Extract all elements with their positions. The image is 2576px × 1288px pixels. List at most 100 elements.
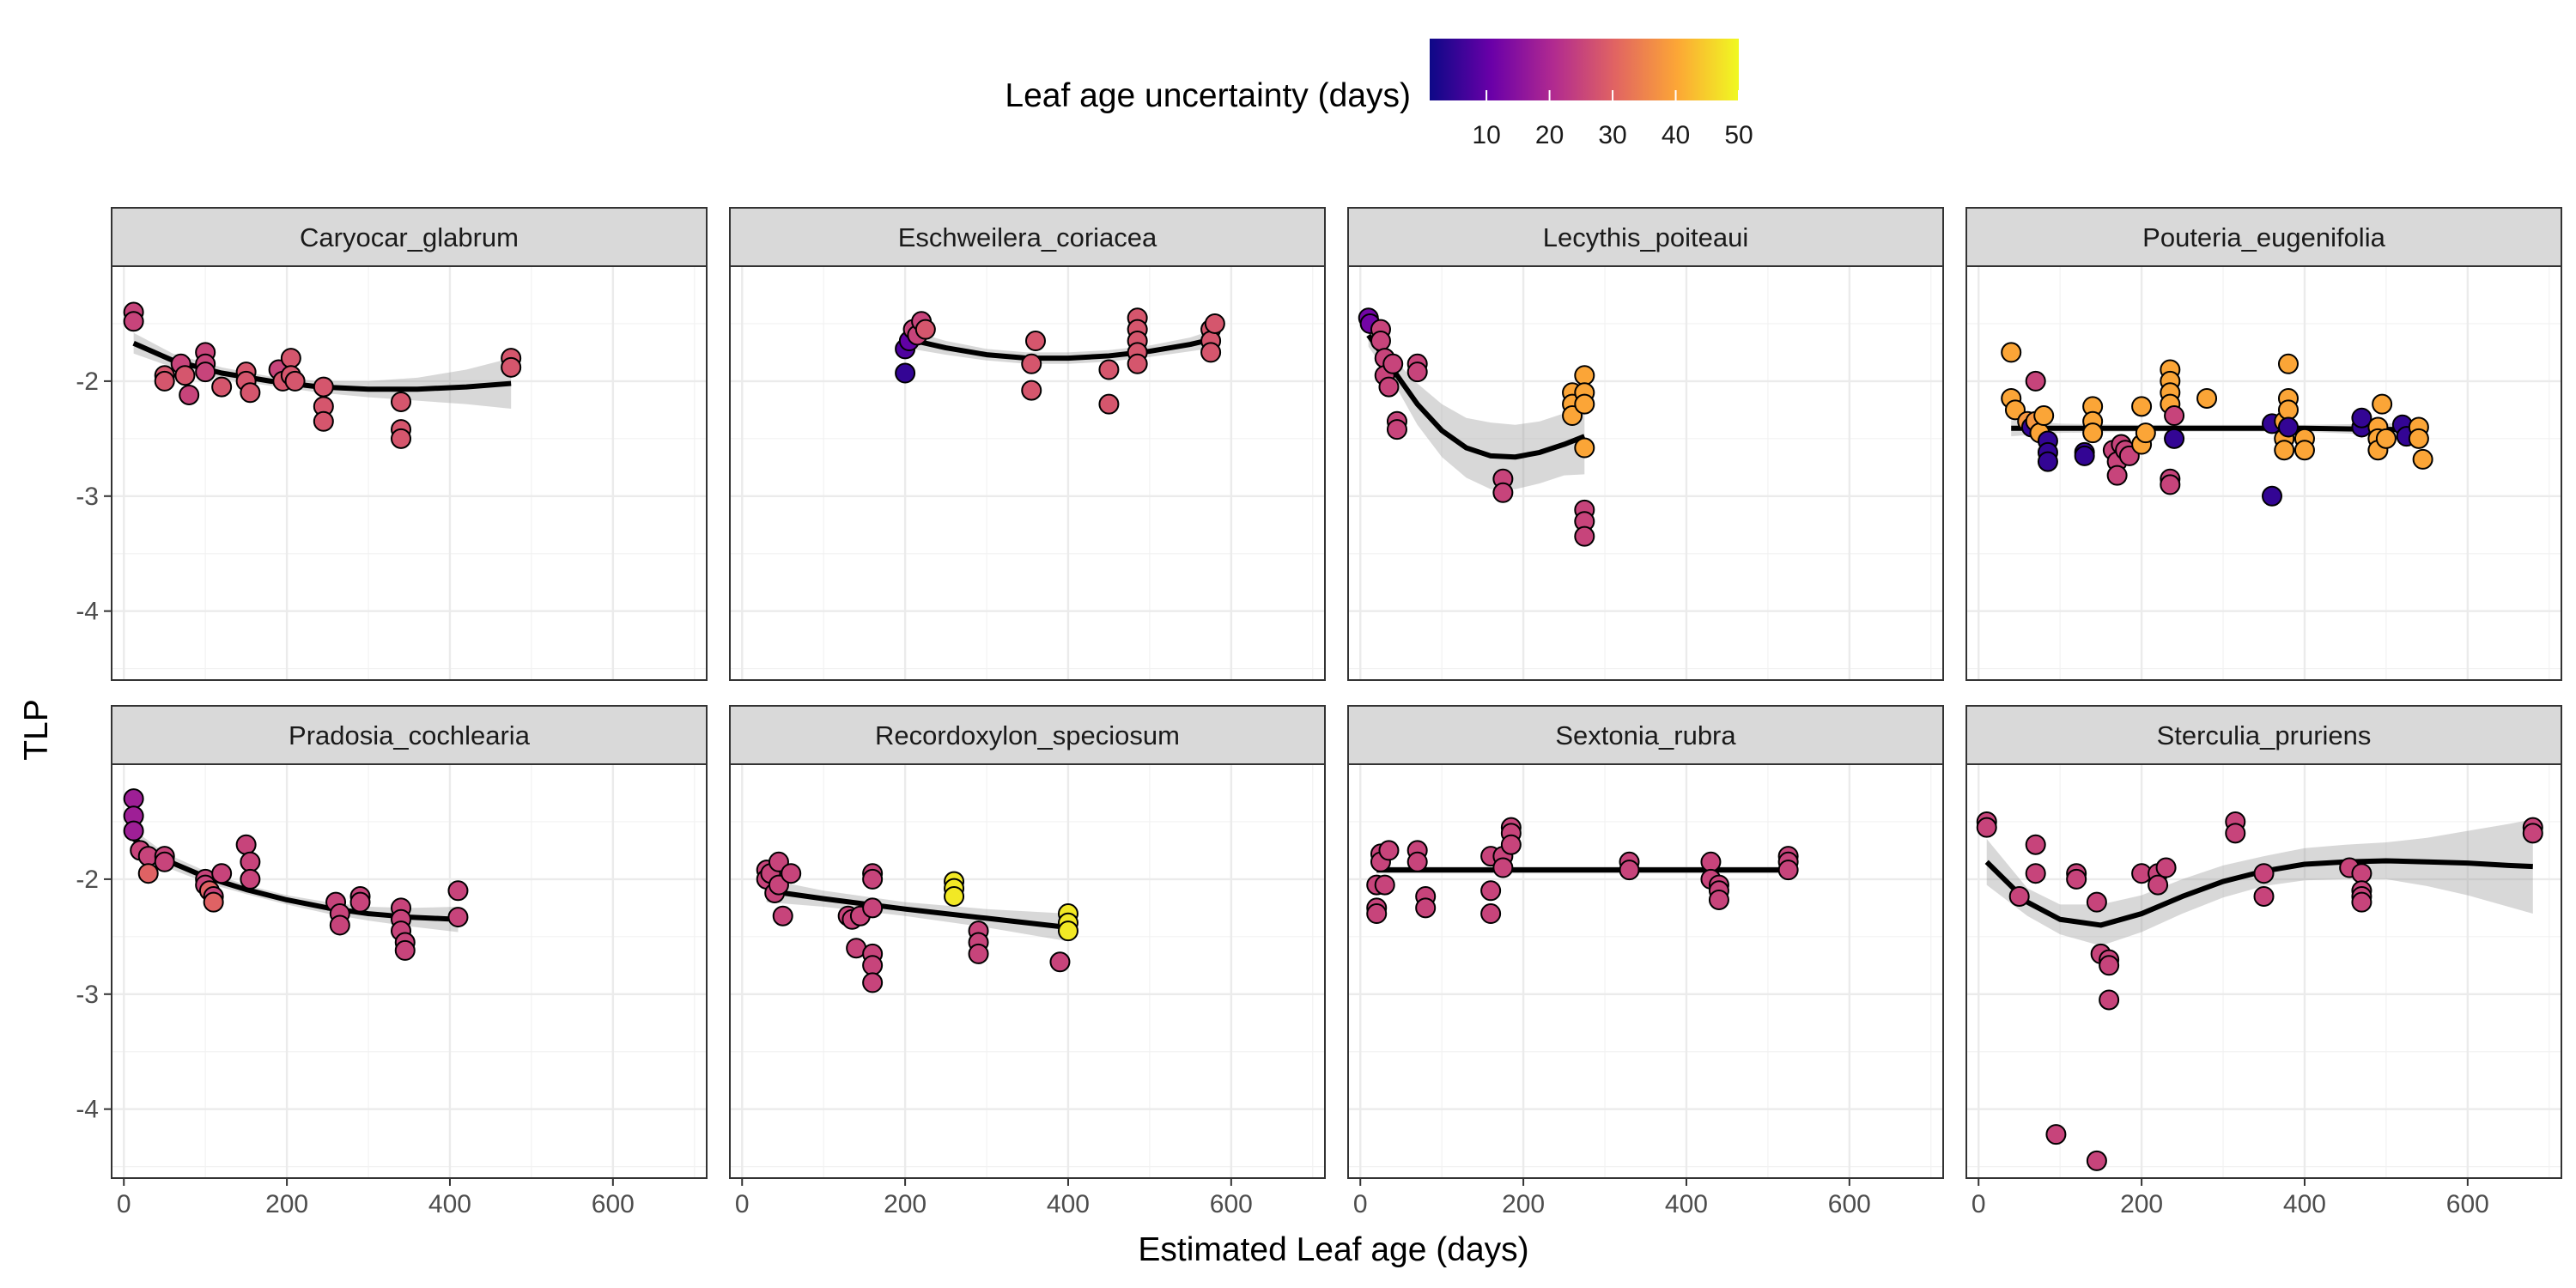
x-tick-label: 400	[1047, 1190, 1090, 1218]
data-point	[284, 370, 306, 392]
data-point	[772, 905, 793, 927]
data-point	[895, 362, 916, 384]
data-point	[781, 863, 802, 884]
legend-tick-label: 30	[1598, 121, 1626, 149]
facet-strip-label: Pradosia_cochlearia	[289, 720, 531, 750]
data-point	[1619, 860, 1640, 881]
data-point	[2082, 422, 2104, 444]
data-point	[1574, 365, 1595, 386]
data-point	[2155, 857, 2177, 878]
data-point	[1057, 920, 1078, 942]
panel-Eschweilera_coriacea: Eschweilera_coriacea	[729, 207, 1326, 681]
panel-border	[729, 763, 1326, 1179]
data-point	[2196, 387, 2218, 409]
x-tick-label: 400	[2283, 1190, 2326, 1218]
facet-strip	[729, 207, 1326, 267]
data-point	[313, 376, 334, 398]
data-point	[137, 863, 159, 884]
data-point	[1777, 860, 1799, 881]
legend-tick-label: 40	[1662, 121, 1690, 149]
x-tick-label: 600	[1828, 1190, 1871, 1218]
data-point	[174, 365, 196, 386]
data-point	[2025, 863, 2046, 884]
x-tick-label: 400	[1665, 1190, 1708, 1218]
panel-Lecythis_poiteaui: Lecythis_poiteaui	[1347, 207, 1944, 681]
facet-strip	[729, 705, 1326, 765]
panel-background	[112, 764, 707, 1178]
data-points	[123, 788, 469, 961]
data-point	[862, 972, 884, 993]
gridlines	[730, 764, 1325, 1178]
panel-background	[1348, 764, 1943, 1178]
x-axis-title: Estimated Leaf age (days)	[1138, 1231, 1528, 1268]
data-point	[2025, 834, 2046, 855]
data-point	[203, 891, 224, 913]
panel-background	[1966, 764, 2561, 1178]
data-point	[1492, 482, 1514, 503]
data-point	[211, 863, 233, 884]
data-point	[2408, 428, 2429, 449]
data-point	[123, 820, 144, 841]
data-point	[2253, 863, 2275, 884]
legend-tick-label: 20	[1535, 121, 1564, 149]
data-point	[2277, 416, 2299, 438]
data-point	[1370, 331, 1391, 352]
facet-strip-label: Caryocar_glabrum	[300, 222, 519, 252]
data-point	[2277, 353, 2299, 374]
data-point	[1574, 437, 1595, 459]
data-point	[2008, 885, 2030, 907]
legend-colorbar	[1430, 39, 1739, 100]
data-point	[2099, 955, 2120, 976]
data-point	[1049, 951, 1071, 973]
panel-background	[1348, 266, 1943, 680]
facet-strip-label: Sextonia_rubra	[1555, 720, 1736, 750]
y-tick-label: -2	[76, 866, 99, 894]
data-point	[1098, 359, 1120, 380]
data-point	[1024, 331, 1046, 352]
data-points	[1366, 817, 1799, 925]
data-point	[240, 868, 261, 890]
data-point	[280, 348, 301, 369]
x-tick-label: 600	[2446, 1190, 2489, 1218]
y-tick-label: -3	[76, 483, 99, 511]
y-tick-label: -2	[76, 368, 99, 396]
data-point	[2412, 448, 2433, 470]
data-point	[1574, 393, 1595, 415]
data-point	[2086, 891, 2107, 913]
data-point	[2375, 428, 2397, 449]
confidence-band	[133, 829, 459, 933]
data-point	[1574, 526, 1595, 547]
y-axis-title: TLP	[18, 699, 55, 761]
data-point	[154, 851, 175, 872]
data-point	[391, 391, 412, 412]
confidence-band	[1368, 323, 1585, 489]
data-point	[2253, 885, 2275, 907]
gridlines	[1348, 764, 1943, 1178]
facet-strip-label: Eschweilera_coriacea	[898, 222, 1157, 252]
data-point	[2164, 428, 2185, 449]
data-point	[1976, 817, 1997, 838]
data-point	[313, 410, 334, 432]
data-point	[1480, 903, 1502, 925]
data-point	[862, 868, 884, 890]
data-point	[1374, 874, 1395, 896]
x-tick-label: 200	[265, 1190, 308, 1218]
data-points	[895, 307, 1225, 415]
facet-strip	[111, 207, 708, 267]
data-point	[1378, 840, 1400, 861]
panel-Recordoxylon_speciosum: Recordoxylon_speciosum 0 200 400 600	[729, 705, 1326, 1218]
data-point	[240, 382, 261, 404]
x-tick-label: 0	[1971, 1190, 1986, 1218]
data-point	[2225, 823, 2246, 844]
data-point	[2522, 823, 2543, 844]
data-point	[2106, 465, 2128, 486]
data-point	[2351, 891, 2372, 913]
data-point	[2274, 440, 2295, 461]
data-point	[1098, 393, 1120, 415]
panel-background	[730, 764, 1325, 1178]
data-point	[2148, 874, 2169, 896]
data-point	[123, 788, 144, 810]
data-point	[329, 914, 350, 936]
x-tick-label: 600	[592, 1190, 635, 1218]
data-point	[914, 319, 936, 340]
